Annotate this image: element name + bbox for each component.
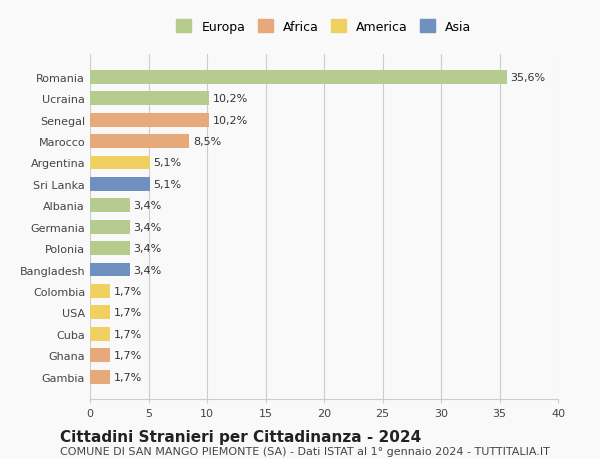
- Bar: [90, 135, 190, 149]
- Text: 3,4%: 3,4%: [133, 222, 161, 232]
- Bar: [90, 92, 209, 106]
- Bar: [90, 199, 130, 213]
- Text: 3,4%: 3,4%: [133, 265, 161, 275]
- Text: COMUNE DI SAN MANGO PIEMONTE (SA) - Dati ISTAT al 1° gennaio 2024 - TUTTITALIA.I: COMUNE DI SAN MANGO PIEMONTE (SA) - Dati…: [60, 447, 550, 456]
- Text: 35,6%: 35,6%: [510, 73, 545, 83]
- Text: 3,4%: 3,4%: [133, 201, 161, 211]
- Bar: [90, 178, 149, 191]
- Text: Cittadini Stranieri per Cittadinanza - 2024: Cittadini Stranieri per Cittadinanza - 2…: [60, 429, 421, 444]
- Text: 3,4%: 3,4%: [133, 244, 161, 253]
- Bar: [90, 327, 110, 341]
- Bar: [90, 220, 130, 234]
- Text: 8,5%: 8,5%: [193, 137, 221, 147]
- Text: 1,7%: 1,7%: [113, 329, 142, 339]
- Text: 5,1%: 5,1%: [153, 158, 181, 168]
- Text: 1,7%: 1,7%: [113, 286, 142, 296]
- Text: 1,7%: 1,7%: [113, 350, 142, 360]
- Bar: [90, 241, 130, 256]
- Bar: [90, 348, 110, 362]
- Bar: [90, 284, 110, 298]
- Bar: [90, 306, 110, 319]
- Bar: [90, 370, 110, 384]
- Text: 10,2%: 10,2%: [213, 115, 248, 125]
- Bar: [90, 156, 149, 170]
- Text: 10,2%: 10,2%: [213, 94, 248, 104]
- Legend: Europa, Africa, America, Asia: Europa, Africa, America, Asia: [173, 17, 475, 38]
- Bar: [90, 71, 506, 84]
- Bar: [90, 113, 209, 127]
- Text: 1,7%: 1,7%: [113, 372, 142, 382]
- Text: 1,7%: 1,7%: [113, 308, 142, 318]
- Bar: [90, 263, 130, 277]
- Text: 5,1%: 5,1%: [153, 179, 181, 190]
